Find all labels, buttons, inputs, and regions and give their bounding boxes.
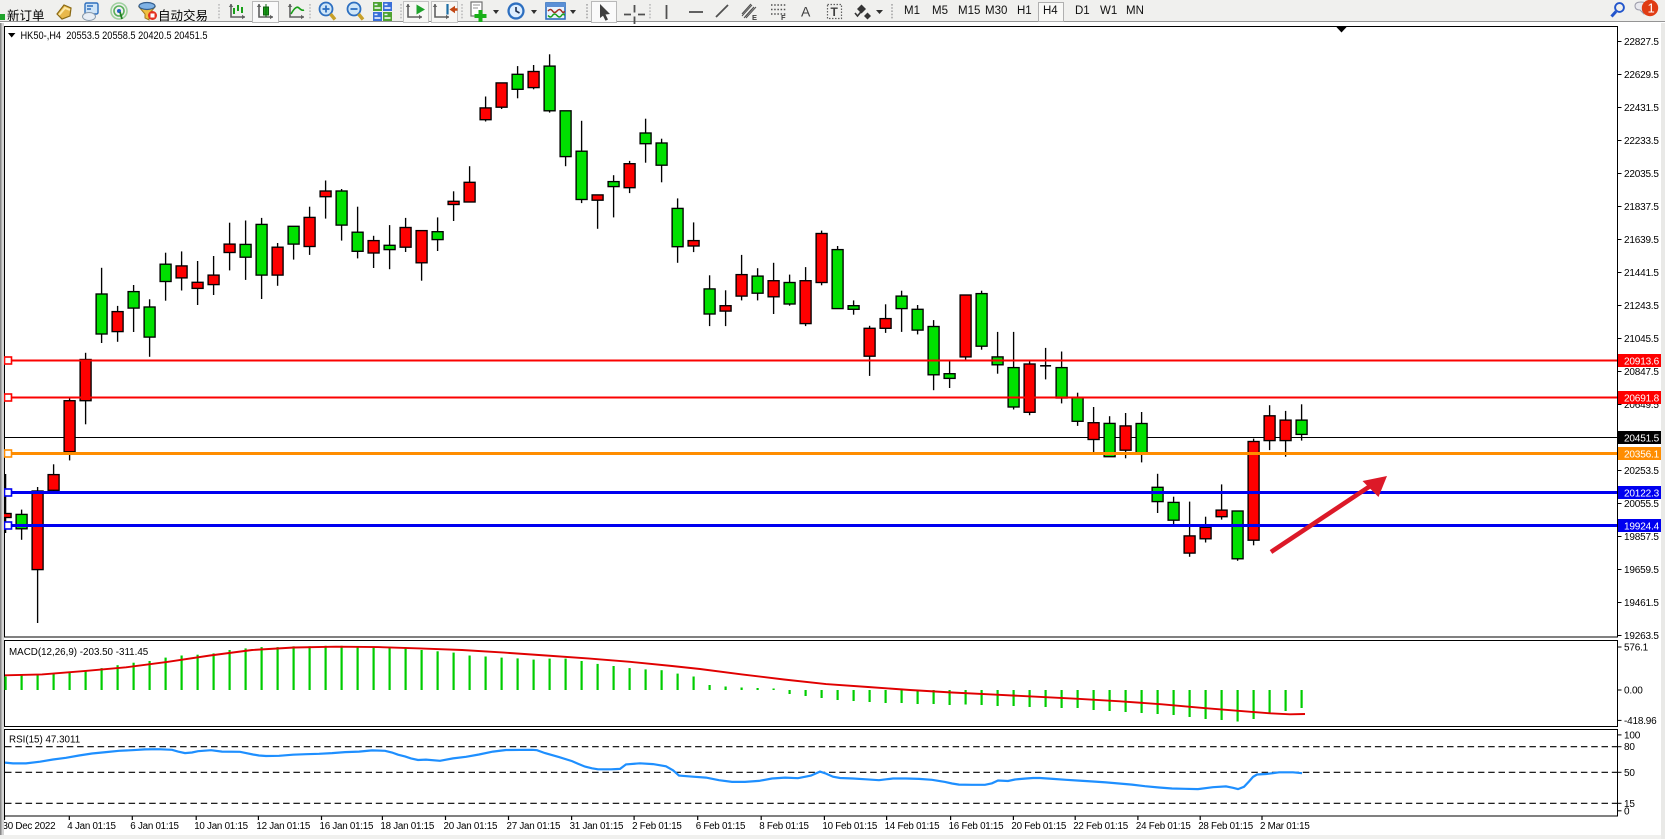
svg-text:20649.5: 20649.5 [1624,400,1659,411]
svg-text:0.00: 0.00 [1624,686,1643,697]
svg-text:6 Jan 01:15: 6 Jan 01:15 [130,821,179,832]
svg-text:20691.8: 20691.8 [1624,393,1660,404]
svg-text:100: 100 [1624,730,1641,741]
svg-text:MACD(12,26,9) -203.50 -311.45: MACD(12,26,9) -203.50 -311.45 [9,647,149,658]
svg-text:30 Dec 2022: 30 Dec 2022 [3,821,56,832]
svg-text:21837.5: 21837.5 [1624,202,1659,213]
svg-text:21639.5: 21639.5 [1624,235,1659,246]
svg-text:20451.5: 20451.5 [1624,433,1660,444]
svg-text:RSI(15) 47.3011: RSI(15) 47.3011 [9,735,80,746]
svg-text:22629.5: 22629.5 [1624,70,1659,81]
svg-text:A: A [801,4,811,20]
svg-text:T: T [831,5,839,19]
svg-text:31 Jan 01:15: 31 Jan 01:15 [570,821,624,832]
svg-text:18 Jan 01:15: 18 Jan 01:15 [380,821,434,832]
svg-text:22035.5: 22035.5 [1624,169,1659,180]
svg-text:20847.5: 20847.5 [1624,367,1659,378]
svg-text:50: 50 [1624,768,1635,779]
svg-text:20122.3: 20122.3 [1624,488,1660,499]
svg-text:HK50-,H4 20553.5 20558.5 2042: HK50-,H4 20553.5 20558.5 20420.5 20451.5 [21,30,208,42]
svg-text:20253.5: 20253.5 [1624,466,1659,477]
svg-text:20055.5: 20055.5 [1624,499,1659,510]
svg-text:1: 1 [1648,1,1655,16]
svg-text:22827.5: 22827.5 [1624,37,1659,48]
svg-text:-418.96: -418.96 [1624,716,1657,727]
svg-text:6 Feb 01:15: 6 Feb 01:15 [696,821,746,832]
svg-text:2 Mar 01:15: 2 Mar 01:15 [1260,821,1310,832]
svg-text:19461.5: 19461.5 [1624,598,1659,609]
svg-text:16 Feb 01:15: 16 Feb 01:15 [949,821,1005,832]
svg-text:16 Jan 01:15: 16 Jan 01:15 [320,821,374,832]
svg-text:22 Feb 01:15: 22 Feb 01:15 [1073,821,1129,832]
svg-text:4 Jan 01:15: 4 Jan 01:15 [67,821,116,832]
svg-text:8 Feb 01:15: 8 Feb 01:15 [759,821,809,832]
svg-text:20 Feb 01:15: 20 Feb 01:15 [1011,821,1067,832]
svg-text:21243.5: 21243.5 [1624,301,1659,312]
svg-text:0: 0 [1624,806,1630,817]
svg-text:F: F [781,13,786,22]
svg-text:10 Jan 01:15: 10 Jan 01:15 [194,821,248,832]
svg-text:22233.5: 22233.5 [1624,136,1659,147]
svg-text:21045.5: 21045.5 [1624,334,1659,345]
svg-text:20356.1: 20356.1 [1624,449,1659,460]
svg-text:80: 80 [1624,742,1635,753]
svg-text:24 Feb 01:15: 24 Feb 01:15 [1136,821,1192,832]
svg-text:19263.5: 19263.5 [1624,631,1659,642]
svg-text:12 Jan 01:15: 12 Jan 01:15 [256,821,310,832]
svg-text:10 Feb 01:15: 10 Feb 01:15 [822,821,878,832]
svg-text:576.1: 576.1 [1624,643,1649,654]
svg-text:20 Jan 01:15: 20 Jan 01:15 [444,821,498,832]
svg-text:19924.4: 19924.4 [1624,521,1660,532]
svg-text:19857.5: 19857.5 [1624,532,1659,543]
svg-text:19659.5: 19659.5 [1624,565,1659,576]
svg-text:22431.5: 22431.5 [1624,103,1659,114]
svg-text:27 Jan 01:15: 27 Jan 01:15 [507,821,561,832]
svg-text:E: E [752,13,757,22]
svg-text:20913.6: 20913.6 [1624,356,1660,367]
svg-text:15: 15 [1624,799,1635,810]
svg-text:14 Feb 01:15: 14 Feb 01:15 [885,821,941,832]
svg-text:28 Feb 01:15: 28 Feb 01:15 [1198,821,1254,832]
svg-text:2 Feb 01:15: 2 Feb 01:15 [632,821,682,832]
svg-text:21441.5: 21441.5 [1624,268,1659,279]
